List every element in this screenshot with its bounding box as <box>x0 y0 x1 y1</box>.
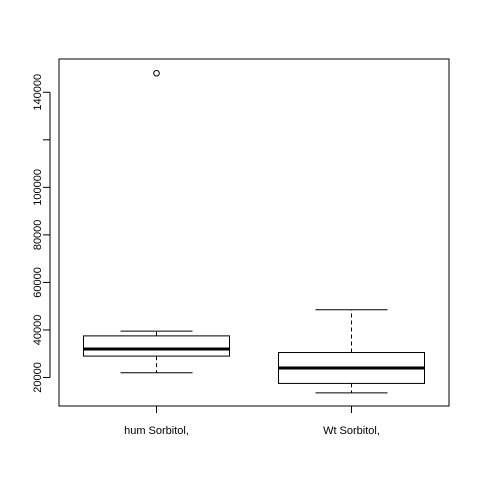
x-tick-label: hum Sorbitol, <box>124 425 189 437</box>
iqr-box <box>83 335 230 357</box>
y-tick-label: 40000 <box>32 315 44 346</box>
y-tick-label: 100000 <box>32 169 44 206</box>
outlier-point <box>153 69 160 77</box>
y-tick-label: 20000 <box>32 362 44 393</box>
box-group <box>278 309 425 394</box>
y-tick-label: 60000 <box>32 267 44 298</box>
box-group <box>83 69 230 374</box>
x-tick-label: Wt Sorbitol, <box>323 425 380 437</box>
y-tick-label: 80000 <box>32 220 44 251</box>
boxes-layer <box>83 69 425 394</box>
x-axis: hum Sorbitol, Wt Sorbitol, <box>124 405 380 437</box>
y-tick-label: 140000 <box>32 74 44 111</box>
y-axis: 20000 40000 60000 80000 100000 140000 <box>32 74 51 393</box>
